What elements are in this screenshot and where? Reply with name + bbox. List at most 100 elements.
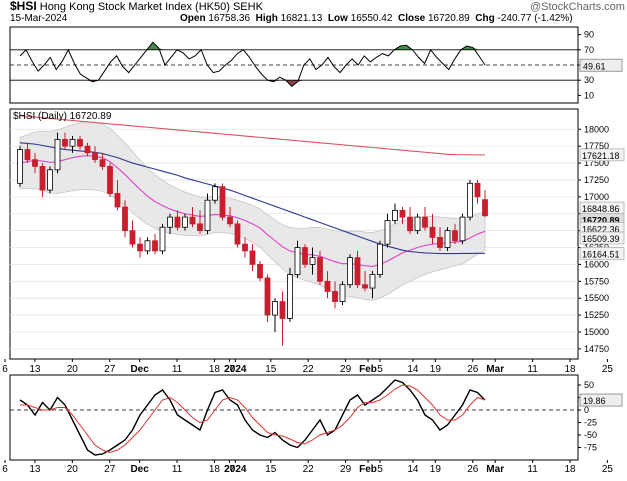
- price-x-tick-label: 26: [467, 364, 479, 375]
- price-x-tick-label: 15: [265, 364, 277, 375]
- price-x-tick-label: 13: [29, 364, 41, 375]
- price-legend: $HSI (Daily) 16720.89: [13, 111, 112, 122]
- price-x-tick-label: 5: [377, 364, 383, 375]
- candle-body: [77, 139, 83, 147]
- candle-body: [384, 220, 391, 245]
- candle-body: [399, 209, 406, 218]
- candle-body: [212, 186, 218, 201]
- candle-body: [437, 236, 443, 248]
- candle-body: [309, 257, 316, 265]
- stoch-x-tick-label: 20: [67, 464, 79, 475]
- stoch-x-tick-label: 19: [430, 464, 442, 475]
- price-x-tick-label: 18: [564, 364, 576, 375]
- candle-body: [264, 277, 271, 316]
- price-tick-label: 16000: [584, 259, 609, 269]
- price-right-label: 16720.89: [582, 216, 620, 226]
- stoch-x-tick-label: 2024: [224, 464, 247, 475]
- price-x-tick-label: 29: [340, 364, 352, 375]
- candle-body: [24, 149, 31, 161]
- candle-body: [354, 257, 361, 286]
- price-x-tick-label: 14: [407, 364, 419, 375]
- price-tick-label: 15250: [584, 310, 609, 320]
- osc-k-line: [19, 379, 486, 456]
- candle-body: [452, 230, 458, 242]
- candle-body: [219, 186, 226, 218]
- candle-body: [152, 240, 158, 252]
- index-name: Hong Kong Stock Market Index (HK50): [39, 1, 230, 13]
- stoch-x-tick-label: 5: [377, 464, 383, 475]
- stoch-x-tick-label: Feb: [359, 464, 377, 475]
- osc-tick-label: -75: [584, 443, 597, 453]
- candle-body: [317, 257, 323, 282]
- candle-body: [17, 149, 23, 184]
- price-right-label: 16164.51: [582, 249, 620, 259]
- low-value: 16550.42: [350, 13, 393, 24]
- price-x-tick-label: 6: [2, 364, 8, 375]
- candle-body: [114, 193, 121, 208]
- price-x-tick-label: Mar: [486, 364, 504, 375]
- price-tick-label: 15500: [584, 293, 609, 303]
- stoch-x-tick-label: 15: [265, 464, 277, 475]
- candle-body: [39, 166, 46, 191]
- candle-body: [369, 274, 376, 289]
- price-tick-label: 17250: [584, 175, 609, 185]
- rsi-last-value-label: 49.61: [583, 61, 606, 71]
- change-value: -240.77 (-1.42%): [497, 13, 573, 24]
- stoch-x-tick-label: 6: [2, 464, 8, 475]
- price-tick-label: 15750: [584, 276, 609, 286]
- stoch-x-tick-label: 13: [29, 464, 41, 475]
- price-right-label: 16848.86: [582, 204, 620, 214]
- price-x-tick-label: 27: [224, 364, 236, 375]
- candle-body: [242, 243, 248, 252]
- candle-body: [332, 291, 338, 302]
- rsi-tick-label: 90: [584, 30, 594, 40]
- stoch-x-tick-label: 14: [407, 464, 419, 475]
- stoch-x-tick-label: 26: [467, 464, 479, 475]
- candle-body: [467, 182, 473, 218]
- price-x-tick-label: 18: [209, 364, 221, 375]
- osc-tick-label: 50: [584, 380, 594, 390]
- candle-body: [407, 216, 413, 232]
- osc-d-line: [20, 384, 486, 454]
- candle-body: [302, 247, 308, 265]
- exchange-name: SEHK: [232, 1, 263, 13]
- candle-body: [294, 247, 301, 275]
- candle-body: [459, 216, 466, 242]
- ohlc-row: Open 16758.36 High 16821.13 Low 16550.42…: [180, 13, 573, 24]
- price-x-tick-label: 22: [303, 364, 315, 375]
- candle-body: [429, 226, 436, 238]
- candle-body: [122, 206, 128, 232]
- candle-body: [279, 301, 286, 319]
- candle-body: [174, 216, 181, 228]
- candle-body: [129, 230, 136, 245]
- candle-body: [189, 216, 196, 225]
- stoch-x-tick-label: 22: [303, 464, 315, 475]
- candle-body: [227, 216, 233, 225]
- candle-body: [107, 166, 113, 194]
- stoch-x-tick-label: 25: [602, 464, 614, 475]
- price-x-tick-label: Dec: [130, 364, 149, 375]
- rsi-tick-label: 10: [584, 90, 594, 100]
- candle-body: [362, 284, 368, 289]
- price-x-tick-label: 25: [602, 364, 614, 375]
- stoch-x-tick-label: 18: [564, 464, 576, 475]
- candle-body: [62, 139, 68, 147]
- osc-tick-label: 0: [584, 405, 589, 415]
- candle-body: [234, 223, 241, 245]
- candle-body: [47, 169, 53, 191]
- candle-body: [272, 301, 278, 316]
- stoch-x-tick-label: Mar: [486, 464, 504, 475]
- price-right-label-box: [579, 246, 625, 260]
- rsi-tick-label: 70: [584, 45, 594, 55]
- osc-last-value-label: 19.86: [583, 396, 606, 406]
- candle-body: [339, 284, 346, 302]
- candle-body: [84, 145, 91, 154]
- rsi-tick-label: 30: [584, 75, 594, 85]
- stoch-x-tick-label: 29: [340, 464, 352, 475]
- candle-body: [167, 216, 173, 228]
- price-x-tick-label: 11: [172, 364, 183, 375]
- price-right-label: 16622.36: [582, 224, 620, 234]
- candle-body: [137, 243, 143, 252]
- stoch-x-tick-label: 11: [527, 464, 538, 475]
